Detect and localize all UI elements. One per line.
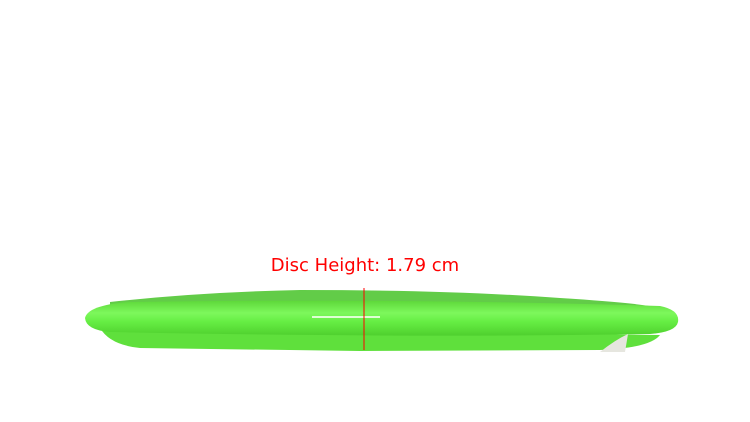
label-sticker <box>600 334 628 352</box>
disc-height-label: Disc Height: 1.79 cm <box>270 255 460 276</box>
disc-rim <box>85 300 679 336</box>
